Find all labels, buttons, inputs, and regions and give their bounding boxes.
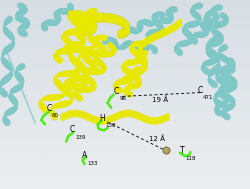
Bar [0,98,250,101]
Text: 19 Å: 19 Å [152,96,168,103]
Text: 133: 133 [88,161,98,166]
Bar [0,132,250,136]
Bar [0,28,250,32]
Bar [0,148,250,151]
Text: 138: 138 [105,123,116,128]
Bar [0,129,250,132]
Text: 471: 471 [203,95,213,100]
Bar [0,88,250,91]
Bar [0,154,250,157]
Bar [0,107,250,110]
Bar [0,63,250,66]
Bar [0,101,250,104]
Text: 12 Å: 12 Å [149,135,165,142]
Bar [0,142,250,145]
Bar [0,176,250,180]
Bar [0,161,250,164]
Bar [0,32,250,35]
Bar [0,94,250,98]
Bar [0,9,250,13]
Bar [0,76,250,79]
Text: C: C [198,86,203,95]
Text: 60: 60 [52,113,59,118]
Text: C: C [114,87,119,96]
Bar [0,186,250,189]
Bar [0,173,250,176]
Bar [0,180,250,183]
Point [164,149,168,152]
Bar [0,151,250,154]
Bar [0,69,250,72]
Text: T: T [180,146,184,156]
Bar [0,53,250,57]
Bar [0,123,250,126]
Bar [0,79,250,82]
Bar [0,113,250,117]
Bar [0,117,250,120]
Bar [0,139,250,142]
Bar [0,44,250,47]
Bar [0,41,250,44]
Bar [0,35,250,38]
Bar [0,82,250,85]
Bar [0,22,250,25]
Bar [0,66,250,69]
Bar [0,0,250,3]
Bar [0,136,250,139]
Bar [0,145,250,148]
Bar [0,126,250,129]
Bar [0,57,250,60]
Bar [0,16,250,19]
Bar [0,6,250,9]
Text: C: C [70,125,75,134]
Text: H: H [100,114,105,123]
Bar [0,50,250,53]
Text: A: A [82,151,87,160]
Bar [0,167,250,170]
Bar [0,120,250,123]
Bar [0,3,250,6]
Bar [0,13,250,16]
Bar [0,91,250,94]
Bar [0,60,250,63]
Bar [0,72,250,76]
Bar [0,110,250,113]
Bar [0,47,250,50]
Bar [0,157,250,161]
Text: 139: 139 [75,135,86,139]
Text: C: C [46,104,52,113]
Text: 96: 96 [119,96,126,101]
Bar [0,170,250,173]
Bar [0,85,250,88]
Bar [0,25,250,28]
Text: 118: 118 [185,156,196,161]
Bar [0,19,250,22]
Bar [0,38,250,41]
Bar [0,104,250,107]
Bar [0,164,250,167]
Bar [0,183,250,186]
